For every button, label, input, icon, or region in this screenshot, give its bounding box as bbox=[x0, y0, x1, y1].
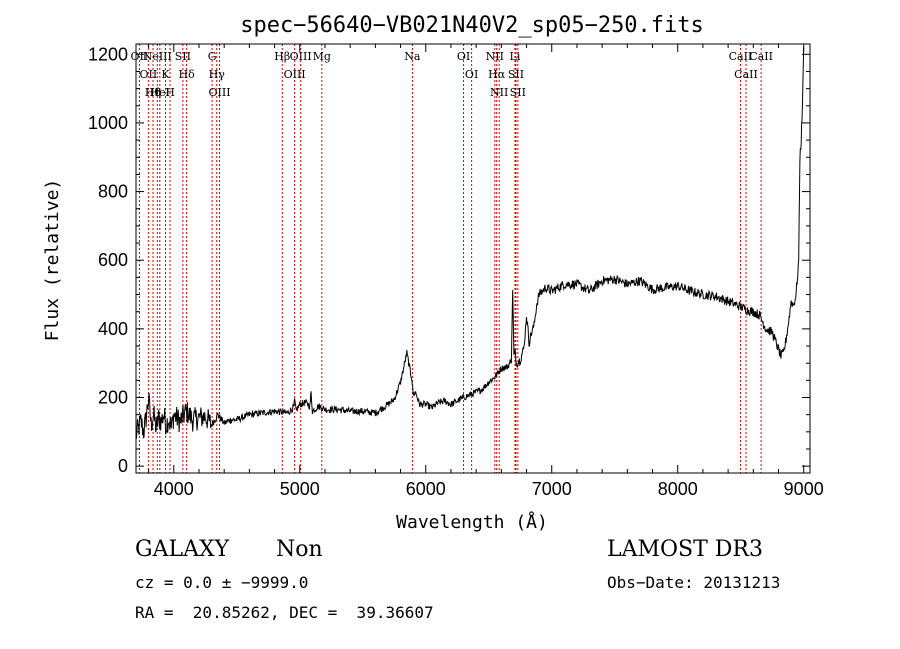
y-tick-label: 600 bbox=[98, 250, 128, 270]
emission-line-label: NeIII bbox=[143, 50, 172, 63]
y-tick-label: 200 bbox=[98, 387, 128, 407]
emission-line-label: OI bbox=[457, 50, 470, 63]
emission-line-label: G bbox=[208, 50, 217, 63]
emission-line-label: SII bbox=[510, 86, 526, 99]
emission-line-label: NII bbox=[490, 86, 508, 99]
chart-title: spec−56640−VB021N40V2_sp05−250.fits bbox=[240, 13, 704, 38]
emission-line-label: CaII bbox=[749, 50, 773, 63]
emission-line-label: Hγ bbox=[209, 68, 226, 81]
emission-line-label: Hθ bbox=[145, 86, 162, 99]
object-class-label: GALAXY bbox=[135, 537, 230, 562]
emission-line-label: OII bbox=[139, 68, 157, 81]
emission-line-label: Na bbox=[404, 50, 421, 63]
emission-line-markers bbox=[138, 44, 762, 473]
emission-line-label: SII bbox=[508, 68, 524, 81]
coordinates-line: RA = 20.85262, DEC = 39.36607 bbox=[135, 603, 434, 622]
emission-line-labels: OIIOIIHθHηNeIIIHeIKHSIIHδGHγOIIIHβOIIIOI… bbox=[131, 50, 773, 99]
emission-line-label: HeI bbox=[150, 86, 170, 99]
emission-line-label: OIII bbox=[208, 86, 230, 99]
survey-label: LAMOST DR3 bbox=[607, 537, 763, 562]
emission-line-label: Hδ bbox=[179, 68, 196, 81]
emission-line-label: OII bbox=[131, 50, 149, 63]
redshift-line: cz = 0.0 ± −9999.0 bbox=[135, 573, 309, 592]
object-subclass-label: Non bbox=[276, 537, 323, 562]
y-axis-label: Flux (relative) bbox=[42, 179, 63, 342]
emission-line-label: OIII bbox=[290, 50, 312, 63]
emission-line-label: K bbox=[161, 68, 170, 81]
emission-line-label: Mg bbox=[313, 50, 331, 63]
x-tick-label: 5000 bbox=[280, 479, 320, 499]
emission-line-label: NII bbox=[486, 50, 504, 63]
spectrum-series-line bbox=[135, 47, 805, 439]
emission-line-label: CaII bbox=[729, 50, 753, 63]
plot-area-frame bbox=[135, 43, 811, 474]
emission-line-label: OI bbox=[465, 68, 478, 81]
x-tick-label: 8000 bbox=[658, 479, 698, 499]
emission-line-label: CaII bbox=[734, 68, 758, 81]
emission-line-label: SII bbox=[175, 50, 191, 63]
y-tick-label: 0 bbox=[118, 456, 128, 476]
y-tick-label: 800 bbox=[98, 182, 128, 202]
observation-date: Obs−Date: 20131213 bbox=[607, 573, 781, 592]
y-tick-label: 1000 bbox=[88, 113, 128, 133]
emission-line-label: Hα bbox=[488, 68, 506, 81]
emission-line-label: H bbox=[165, 86, 175, 99]
emission-line-label: Li bbox=[510, 50, 521, 63]
x-tick-label: 9000 bbox=[784, 479, 824, 499]
y-axis: 0 200 400 600 800 1000 1200 bbox=[88, 44, 810, 476]
emission-line-label: Hβ bbox=[274, 50, 290, 63]
x-tick-label: 6000 bbox=[406, 479, 446, 499]
y-tick-label: 1200 bbox=[88, 44, 128, 64]
x-axis-label: Wavelength (Å) bbox=[396, 511, 548, 533]
emission-line-label: OIII bbox=[284, 68, 306, 81]
y-tick-label: 400 bbox=[98, 319, 128, 339]
x-tick-label: 4000 bbox=[154, 479, 194, 499]
emission-line-label: Hη bbox=[145, 86, 161, 99]
x-axis: 4000 5000 6000 7000 8000 9000 bbox=[148, 44, 824, 499]
x-tick-label: 7000 bbox=[532, 479, 572, 499]
